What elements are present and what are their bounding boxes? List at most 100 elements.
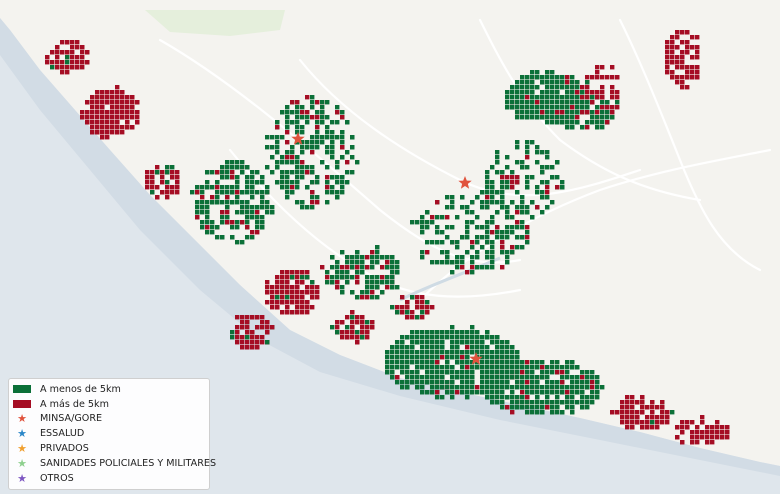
grid-cell [465, 370, 470, 375]
grid-cell [565, 120, 570, 125]
grid-cell [415, 295, 420, 300]
grid-cell [460, 390, 465, 395]
grid-cell [390, 280, 395, 285]
grid-cell [555, 160, 560, 165]
grid-cell [480, 205, 485, 210]
grid-cell [510, 385, 515, 390]
grid-cell [515, 360, 520, 365]
grid-cell [495, 340, 500, 345]
grid-cell [550, 200, 555, 205]
grid-cell [635, 415, 640, 420]
grid-cell [150, 185, 155, 190]
grid-cell [580, 370, 585, 375]
grid-cell [250, 185, 255, 190]
grid-cell [120, 125, 125, 130]
grid-cell [560, 110, 565, 115]
star-icon[interactable] [291, 132, 305, 145]
grid-cell [440, 250, 445, 255]
grid-cell [335, 120, 340, 125]
grid-cell [615, 105, 620, 110]
grid-cell [570, 395, 575, 400]
grid-cell [345, 255, 350, 260]
grid-cell [425, 375, 430, 380]
grid-cell [505, 175, 510, 180]
grid-cell [540, 370, 545, 375]
grid-cell [525, 380, 530, 385]
grid-cell [315, 100, 320, 105]
star-icon[interactable] [469, 352, 483, 365]
grid-cell [145, 185, 150, 190]
grid-cell [420, 380, 425, 385]
grid-cell [225, 170, 230, 175]
grid-cell [315, 200, 320, 205]
grid-cell [585, 375, 590, 380]
grid-cell [670, 410, 675, 415]
grid-cell [535, 405, 540, 410]
grid-cell [285, 180, 290, 185]
grid-cell [530, 105, 535, 110]
grid-cell [520, 360, 525, 365]
grid-cell [350, 290, 355, 295]
grid-cell [335, 320, 340, 325]
grid-cell [535, 160, 540, 165]
grid-cell [595, 375, 600, 380]
grid-cell [120, 130, 125, 135]
grid-cell [110, 95, 115, 100]
grid-cell [270, 210, 275, 215]
grid-cell [310, 170, 315, 175]
grid-cell [620, 405, 625, 410]
grid-cell [265, 145, 270, 150]
grid-cell [515, 140, 520, 145]
grid-cell [635, 410, 640, 415]
grid-cell [500, 405, 505, 410]
grid-cell [285, 125, 290, 130]
grid-cell [460, 355, 465, 360]
grid-cell [235, 325, 240, 330]
grid-cell [395, 270, 400, 275]
grid-cell [390, 305, 395, 310]
grid-cell [440, 365, 445, 370]
grid-cell [505, 215, 510, 220]
grid-cell [90, 110, 95, 115]
grid-cell [520, 220, 525, 225]
grid-cell [485, 235, 490, 240]
grid-cell [240, 325, 245, 330]
grid-cell [320, 265, 325, 270]
grid-cell [695, 425, 700, 430]
grid-cell [125, 95, 130, 100]
grid-cell [510, 375, 515, 380]
grid-cell [505, 230, 510, 235]
grid-cell [395, 260, 400, 265]
grid-cell [360, 260, 365, 265]
grid-cell [605, 100, 610, 105]
grid-cell [585, 400, 590, 405]
grid-cell [400, 385, 405, 390]
grid-cell [555, 120, 560, 125]
grid-cell [410, 360, 415, 365]
grid-cell [285, 310, 290, 315]
grid-cell [360, 295, 365, 300]
grid-cell [400, 310, 405, 315]
star-icon[interactable] [458, 176, 472, 189]
grid-cell [580, 125, 585, 130]
grid-cell [540, 210, 545, 215]
grid-cell [80, 115, 85, 120]
grid-cell [425, 365, 430, 370]
grid-cell [450, 365, 455, 370]
grid-cell [550, 105, 555, 110]
grid-cell [480, 345, 485, 350]
grid-cell [75, 65, 80, 70]
grid-cell [540, 115, 545, 120]
grid-cell [280, 135, 285, 140]
grid-cell [515, 210, 520, 215]
grid-cell [100, 120, 105, 125]
grid-cell [505, 395, 510, 400]
grid-cell [90, 120, 95, 125]
grid-cell [390, 370, 395, 375]
grid-cell [535, 105, 540, 110]
grid-cell [545, 165, 550, 170]
grid-cell [510, 405, 515, 410]
grid-cell [340, 155, 345, 160]
grid-cell [530, 360, 535, 365]
grid-cell [690, 435, 695, 440]
